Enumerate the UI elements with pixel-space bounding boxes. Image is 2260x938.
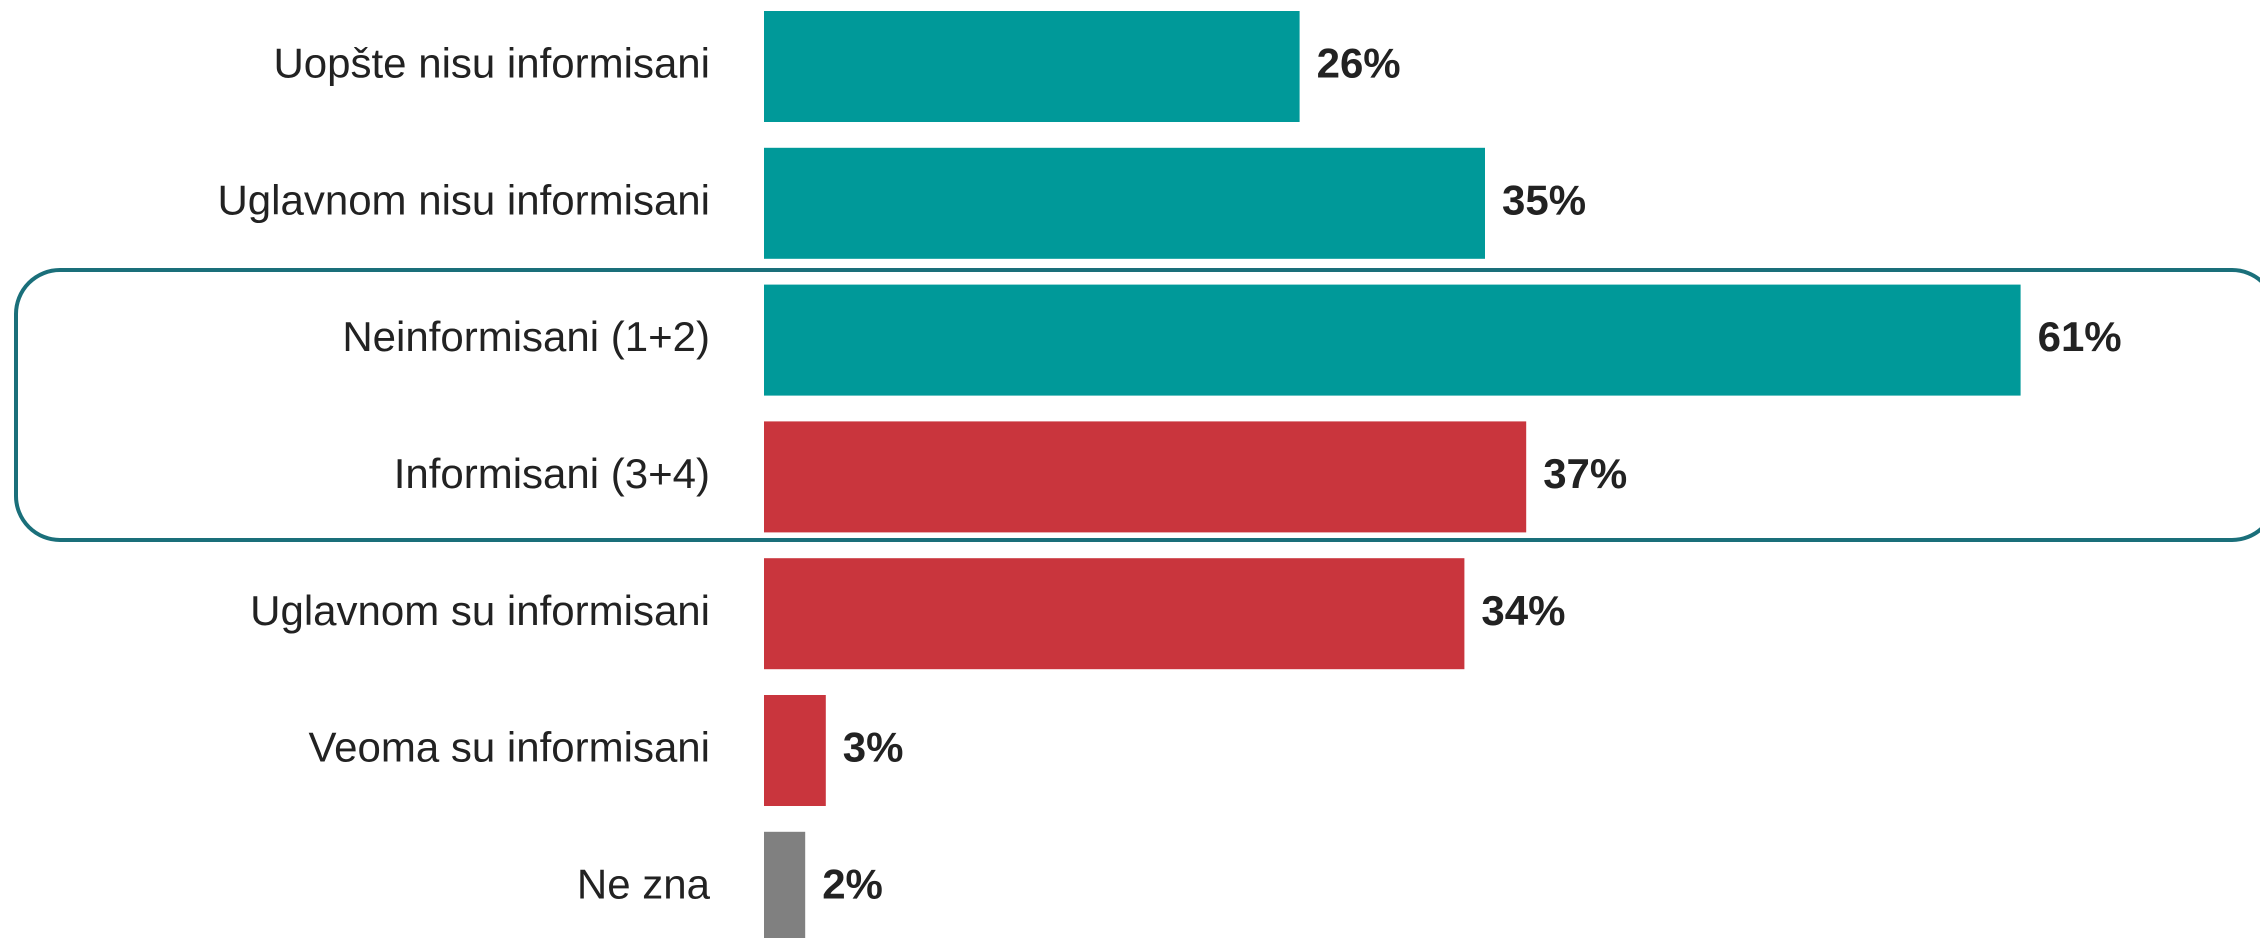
bar bbox=[764, 284, 2021, 396]
highlight-box bbox=[14, 268, 2260, 542]
category-label: Ne zna bbox=[577, 860, 711, 907]
category-label: Informisani (3+4) bbox=[394, 450, 710, 497]
bar bbox=[764, 558, 1465, 670]
category-label: Uglavnom nisu informisani bbox=[217, 176, 710, 223]
value-label: 3% bbox=[843, 724, 904, 771]
category-label: Uopšte nisu informisani bbox=[273, 40, 710, 87]
value-label: 61% bbox=[2038, 313, 2122, 360]
category-label: Neinformisani (1+2) bbox=[342, 313, 710, 360]
value-label: 37% bbox=[1543, 450, 1627, 497]
bar bbox=[764, 695, 826, 806]
value-label: 34% bbox=[1481, 587, 1565, 634]
category-label: Veoma su informisani bbox=[308, 724, 710, 771]
value-label: 35% bbox=[1502, 176, 1586, 223]
bar bbox=[764, 11, 1300, 122]
category-label: Uglavnom su informisani bbox=[250, 587, 710, 634]
bar bbox=[764, 147, 1485, 259]
bar bbox=[764, 421, 1527, 533]
bar bbox=[764, 831, 806, 938]
value-label: 26% bbox=[1317, 40, 1401, 87]
value-label: 2% bbox=[822, 860, 883, 907]
